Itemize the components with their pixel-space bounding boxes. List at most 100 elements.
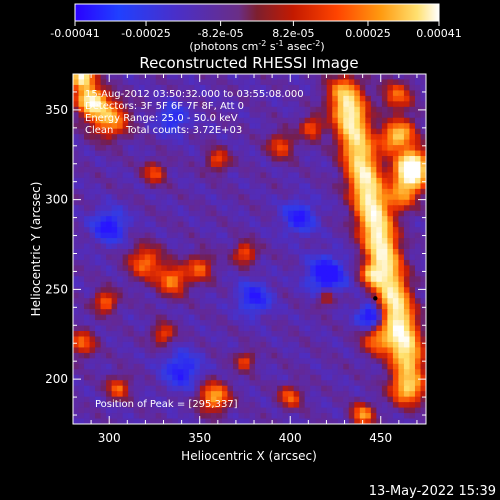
heatmap-cell [172,79,179,86]
heatmap-cell [232,259,240,267]
heatmap-cell [117,134,124,141]
heatmap-cell [122,385,129,392]
heatmap-cell [155,74,162,81]
heatmap-cell [282,79,289,86]
heatmap-cell [205,254,212,261]
heatmap-cell [155,166,162,174]
heatmap-cell [150,188,157,195]
heatmap-cell [420,259,426,267]
heatmap-cell [376,84,383,92]
heatmap-cell [243,79,251,86]
heatmap-cell [277,84,284,92]
heatmap-cell [199,199,206,206]
heatmap-cell [122,166,129,174]
heatmap-cell [381,161,388,168]
heatmap-cell [89,391,96,398]
heatmap-cell [199,84,206,92]
heatmap-cell [161,90,168,97]
heatmap-cell [337,249,344,256]
heatmap-cell [260,314,267,321]
heatmap-cell [282,166,289,174]
heatmap-cell [161,199,168,206]
heatmap-cell [161,325,168,332]
heatmap-cell [73,413,80,420]
heatmap-cell [392,139,400,146]
heatmap-cell [370,374,377,381]
heatmap-cell [117,265,124,272]
heatmap-cell [89,106,96,113]
heatmap-cell [111,150,118,157]
heatmap-cell [232,106,240,113]
heatmap-cell [365,139,372,146]
heatmap-cell [194,194,201,201]
heatmap-cell [177,166,184,174]
heatmap-cell [398,172,405,179]
heatmap-cell [172,227,179,234]
heatmap-cell [194,161,201,168]
heatmap-cell [343,106,350,113]
heatmap-cell [205,276,212,283]
heatmap-cell [332,183,339,190]
heatmap-cell [188,249,195,256]
heatmap-cell [387,352,394,359]
heatmap-cell [376,194,383,201]
heatmap-cell [288,238,295,245]
heatmap-cell [337,205,344,212]
heatmap-cell [144,232,151,239]
heatmap-cell [414,150,422,157]
heatmap-cell [365,320,372,327]
heatmap-cell [249,84,256,92]
heatmap-cell [177,232,184,239]
heatmap-cell [238,352,245,359]
heatmap-cell [221,221,229,228]
heatmap-cell [365,134,372,141]
heatmap-cell [243,117,251,124]
heatmap-cell [128,363,135,370]
heatmap-cell [409,363,416,370]
heatmap-cell [249,156,256,163]
heatmap-cell [73,156,80,163]
heatmap-cell [166,243,173,250]
heatmap-cell [271,265,278,272]
heatmap-cell [100,309,107,316]
heatmap-cell [332,347,339,354]
heatmap-cell [315,249,322,256]
heatmap-cell [260,232,267,239]
heatmap-cell [249,396,256,403]
heatmap-cell [315,418,322,424]
heatmap-cell [249,341,256,349]
heatmap-cell [337,232,344,239]
heatmap-cell [89,363,96,370]
heatmap-cell [89,156,96,163]
heatmap-cell [326,117,333,124]
heatmap-cell [122,199,129,206]
heatmap-cell [117,331,124,338]
heatmap-cell [326,396,333,403]
heatmap-cell [343,210,350,217]
heatmap-cell [210,134,218,141]
heatmap-cell [266,413,273,420]
heatmap-cell [409,243,416,250]
heatmap-cell [133,90,140,97]
heatmap-cell [194,210,201,217]
heatmap-cell [359,227,366,234]
heatmap-cell [420,243,426,250]
heatmap-cell [161,276,168,283]
heatmap-cell [414,391,422,398]
heatmap-cell [133,374,140,381]
heatmap-cell [293,90,300,97]
heatmap-cell [359,287,366,294]
heatmap-cell [232,194,240,201]
heatmap-cell [282,374,289,381]
heatmap-cell [84,166,91,174]
heatmap-cell [277,194,284,201]
heatmap-cell [370,380,377,387]
heatmap-cell [348,418,355,424]
heatmap-cell [354,314,361,321]
heatmap-cell [299,363,306,370]
heatmap-cell [392,254,400,261]
heatmap-cell [255,232,262,239]
heatmap-cell [172,249,179,256]
heatmap-cell [409,123,416,130]
heatmap-cell [370,249,377,256]
